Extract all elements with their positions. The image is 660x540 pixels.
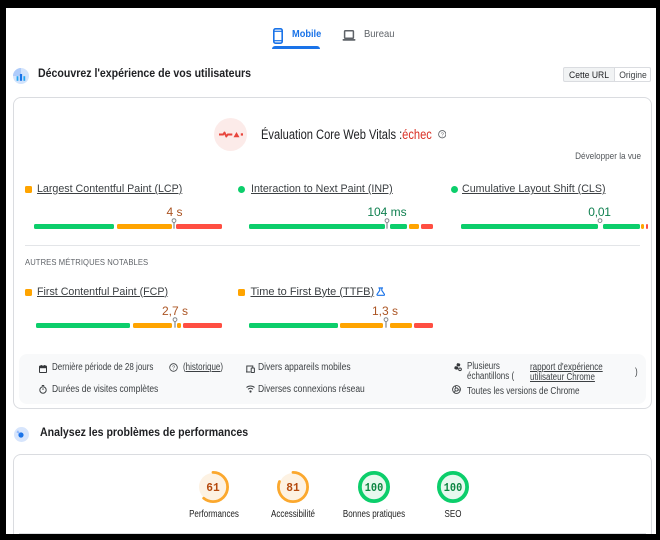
svg-text:?: ? xyxy=(171,365,174,371)
svg-text:81: 81 xyxy=(286,481,300,495)
svg-text:?: ? xyxy=(440,132,443,138)
svg-text:100: 100 xyxy=(443,481,462,495)
svg-text:61: 61 xyxy=(206,481,220,495)
svg-text:100: 100 xyxy=(365,481,384,495)
